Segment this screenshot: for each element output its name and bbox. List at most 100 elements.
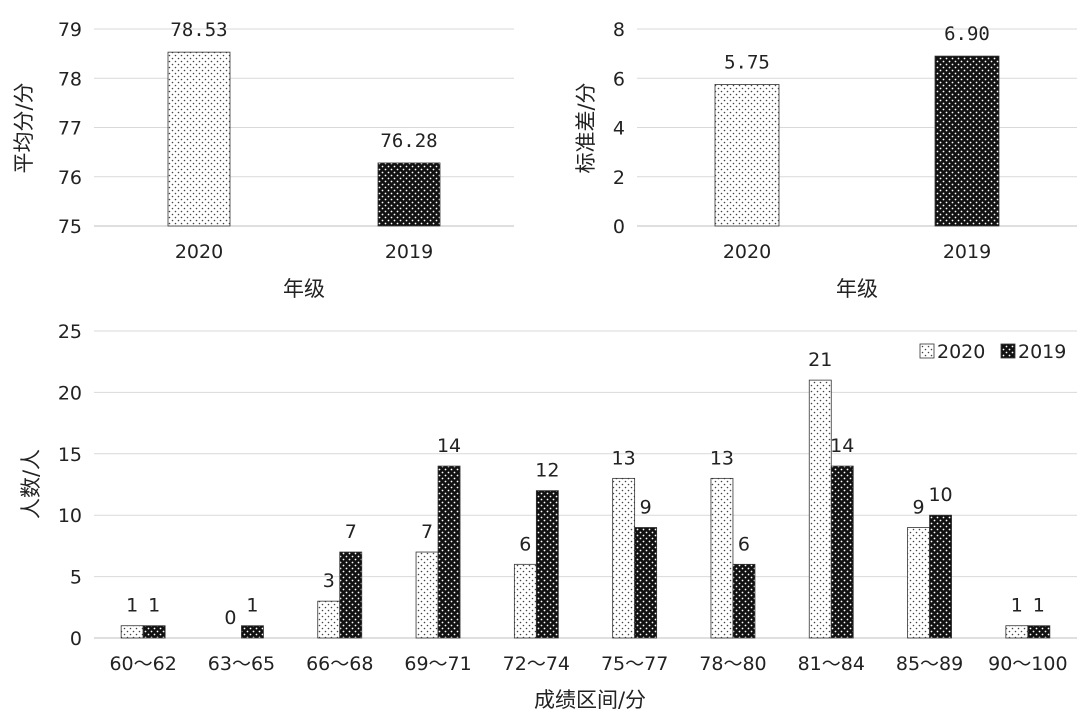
distribution-bar	[241, 625, 264, 639]
distribution-y-tick-label: 25	[58, 321, 82, 343]
std-dev-gridlines	[637, 28, 1077, 227]
average-score-value-label: 76.28	[380, 130, 437, 152]
distribution-bar	[339, 551, 363, 639]
average-score-y-ticks: 75 76 77 78 79	[58, 19, 82, 238]
average-score-gridlines	[94, 28, 514, 227]
std-dev-y-tick-label: 4	[613, 118, 625, 140]
average-score-bars	[167, 51, 441, 227]
std-dev-value-label: 6.90	[944, 23, 990, 45]
distribution-value-label: 7	[421, 521, 433, 543]
std-dev-x-axis-title: 年级	[836, 277, 878, 301]
distribution-bar	[535, 490, 559, 639]
distribution-bar	[317, 600, 341, 639]
distribution-x-tick-label: 72～74	[503, 653, 570, 675]
distribution-bar	[142, 625, 166, 639]
distribution-bar	[710, 477, 734, 639]
average-score-x-ticks: 2020 2019	[175, 241, 433, 263]
distribution-y-tick-label: 5	[70, 567, 82, 589]
distribution-y-tick-label: 0	[70, 628, 82, 650]
average-score-bar	[377, 162, 441, 227]
distribution-x-tick-label: 66～68	[306, 653, 373, 675]
legend-label-2020: 2020	[937, 341, 985, 363]
average-score-chart: 75 76 77 78 79 78.53 76.28 2020 2019 年级 平均分/分	[12, 19, 514, 301]
distribution-x-axis-title: 成绩区间/分	[534, 688, 646, 712]
average-score-y-tick-label: 77	[58, 118, 82, 140]
distribution-bar	[612, 477, 636, 639]
average-score-value-label: 78.53	[170, 19, 227, 41]
distribution-value-label: 0	[224, 607, 236, 629]
distribution-bar	[929, 514, 952, 639]
std-dev-y-tick-label: 0	[613, 216, 625, 238]
legend-swatch-2020	[919, 343, 935, 359]
average-score-y-tick-label: 78	[58, 68, 82, 90]
average-score-y-tick-label: 76	[58, 167, 82, 189]
legend: 2020 2019	[919, 341, 1066, 363]
std-dev-y-tick-label: 8	[613, 19, 625, 41]
distribution-bar	[1005, 625, 1029, 639]
std-dev-x-tick-label: 2019	[943, 241, 991, 263]
distribution-bar	[513, 563, 537, 639]
distribution-bar	[437, 465, 461, 639]
distribution-value-label: 6	[738, 533, 750, 555]
distribution-bar	[634, 527, 658, 639]
distribution-value-label: 12	[535, 460, 559, 482]
std-dev-value-label: 5.75	[724, 51, 770, 73]
average-score-x-tick-label: 2020	[175, 241, 223, 263]
std-dev-y-tick-label: 2	[613, 167, 625, 189]
std-dev-bar	[714, 84, 780, 227]
distribution-value-label: 1	[1033, 595, 1045, 617]
distribution-value-label: 9	[640, 496, 652, 518]
average-score-x-tick-label: 2019	[385, 241, 433, 263]
distribution-bars	[120, 379, 1051, 639]
distribution-value-label: 1	[1011, 595, 1023, 617]
average-score-value-labels: 78.53 76.28	[170, 19, 437, 152]
distribution-x-tick-label: 90～100	[988, 653, 1067, 675]
distribution-value-label: 13	[612, 447, 636, 469]
distribution-x-tick-label: 78～80	[699, 653, 766, 675]
distribution-bar	[830, 465, 854, 639]
std-dev-x-tick-label: 2020	[723, 241, 771, 263]
distribution-y-ticks: 0 5 10 15 20 25	[58, 321, 82, 650]
std-dev-x-ticks: 2020 2019	[723, 241, 991, 263]
distribution-x-tick-label: 81～84	[798, 653, 865, 675]
std-dev-bars	[714, 55, 1000, 227]
distribution-y-tick-label: 15	[58, 444, 82, 466]
average-score-x-axis-title: 年级	[283, 277, 325, 301]
legend-swatch-2019	[1000, 343, 1016, 359]
distribution-bar	[732, 563, 756, 639]
std-dev-y-tick-label: 6	[613, 68, 625, 90]
std-dev-y-axis-title: 标准差/分	[574, 82, 598, 173]
distribution-bar	[907, 527, 930, 639]
average-score-bar	[167, 51, 231, 227]
distribution-x-tick-label: 69～71	[404, 653, 471, 675]
distribution-value-label: 21	[808, 349, 832, 371]
legend-label-2019: 2019	[1018, 341, 1066, 363]
distribution-bar	[1027, 625, 1051, 639]
distribution-value-label: 6	[519, 533, 531, 555]
distribution-value-label: 1	[126, 595, 138, 617]
distribution-x-tick-label: 75～77	[601, 653, 668, 675]
average-score-y-tick-label: 75	[58, 216, 82, 238]
distribution-x-tick-label: 60～62	[109, 653, 176, 675]
std-dev-value-labels: 5.75 6.90	[724, 23, 990, 73]
distribution-x-tick-label: 85～89	[896, 653, 963, 675]
distribution-y-tick-label: 10	[58, 505, 82, 527]
distribution-bar	[120, 625, 144, 639]
distribution-x-tick-label: 63～65	[208, 653, 275, 675]
distribution-bar	[415, 551, 439, 639]
std-dev-chart: 0 2 4 6 8 5.75 6.90 2020 2019 年级 标准差/分	[574, 19, 1077, 301]
std-dev-y-ticks: 0 2 4 6 8	[613, 19, 625, 238]
distribution-value-label: 1	[148, 595, 160, 617]
distribution-bar	[808, 379, 832, 639]
distribution-value-label: 3	[323, 570, 335, 592]
std-dev-bar	[934, 55, 1000, 227]
average-score-y-axis-title: 平均分/分	[12, 82, 36, 173]
distribution-value-label: 10	[928, 484, 952, 506]
distribution-value-label: 13	[710, 447, 734, 469]
distribution-value-label: 7	[345, 521, 357, 543]
distribution-value-label: 1	[246, 595, 258, 617]
distribution-y-axis-title: 人数/人	[19, 449, 43, 519]
